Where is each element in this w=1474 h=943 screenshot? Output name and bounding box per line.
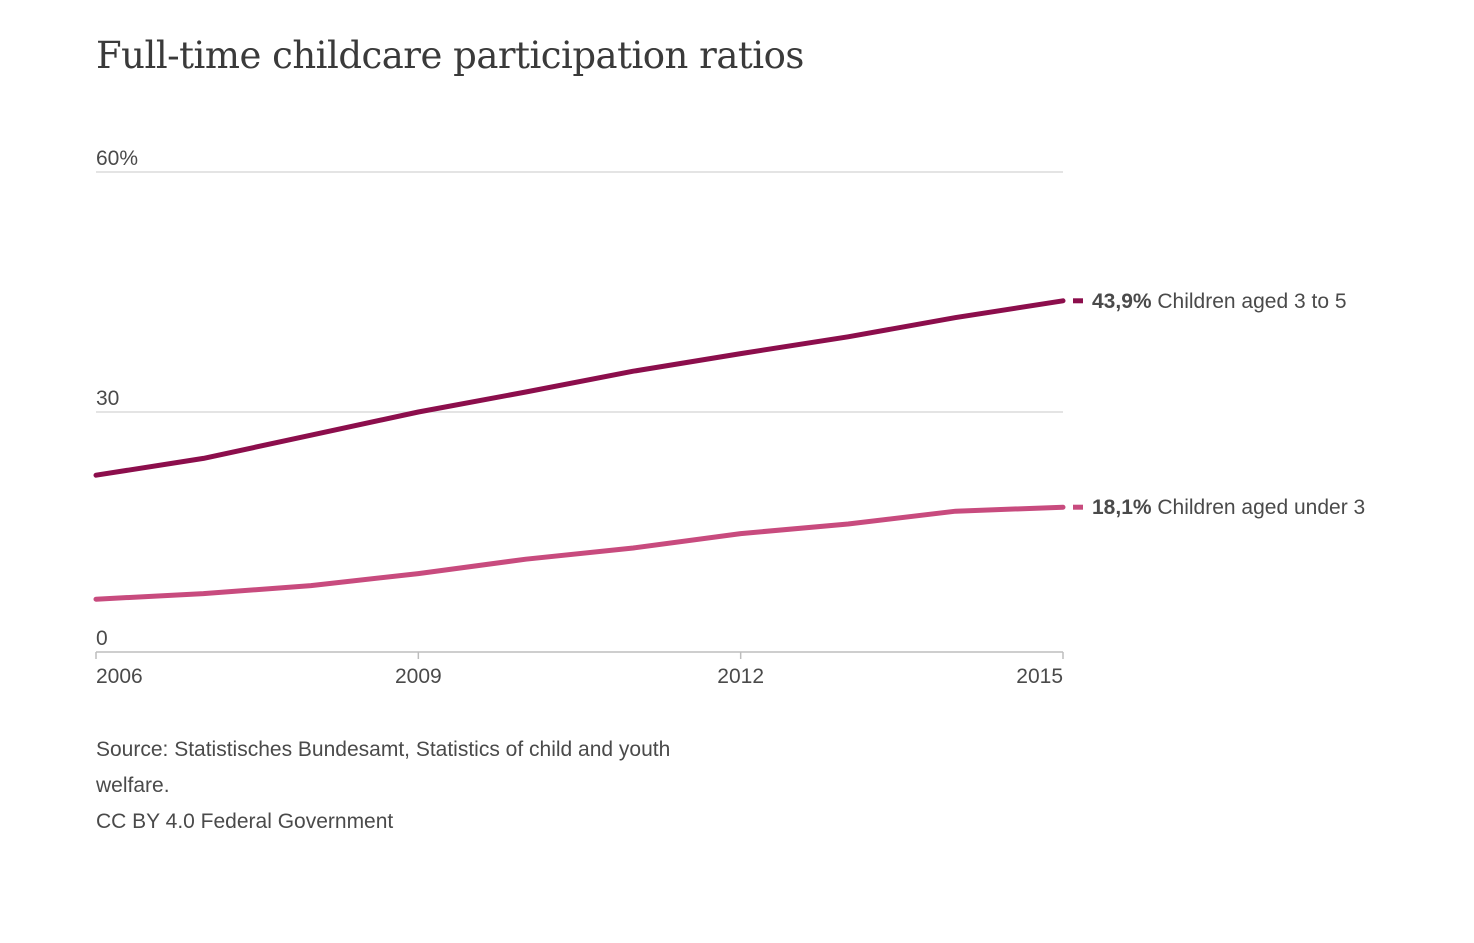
x-tick-label-2012: 2012 (717, 665, 764, 688)
series-name-1: Children aged under 3 (1152, 496, 1366, 519)
x-axis: 2006 2009 2012 2015 (95, 651, 1064, 688)
source-text: Source: Statistisches Bundesamt, Statist… (96, 738, 671, 797)
series-line-1 (93, 504, 1066, 602)
series-end-value-1: 18,1% (1092, 496, 1152, 519)
end-labels: 43,9% Children aged 3 to 5 18,1% Children… (1073, 290, 1365, 519)
y-tick-label-60: 60% (96, 147, 138, 170)
gridlines: 0 30 60% (96, 147, 1063, 650)
series-end-label-1: 18,1% Children aged under 3 (1092, 496, 1365, 519)
y-tick-label-0: 0 (96, 627, 108, 650)
x-tick-label-2009: 2009 (395, 665, 442, 688)
series-end-label-0: 43,9% Children aged 3 to 5 (1092, 290, 1347, 313)
license-text: CC BY 4.0 Federal Government (96, 810, 394, 833)
x-tick-label-2015: 2015 (1016, 665, 1063, 688)
series-lines (93, 298, 1066, 602)
series-line-0 (93, 298, 1066, 478)
x-tick-label-2006: 2006 (96, 665, 143, 688)
source-note: Source: Statistisches Bundesamt, Statist… (96, 732, 716, 840)
y-tick-label-30: 30 (96, 387, 119, 410)
series-name-0: Children aged 3 to 5 (1152, 290, 1347, 313)
series-end-value-0: 43,9% (1092, 290, 1152, 313)
chart-title: Full-time childcare participation ratios (96, 34, 804, 77)
